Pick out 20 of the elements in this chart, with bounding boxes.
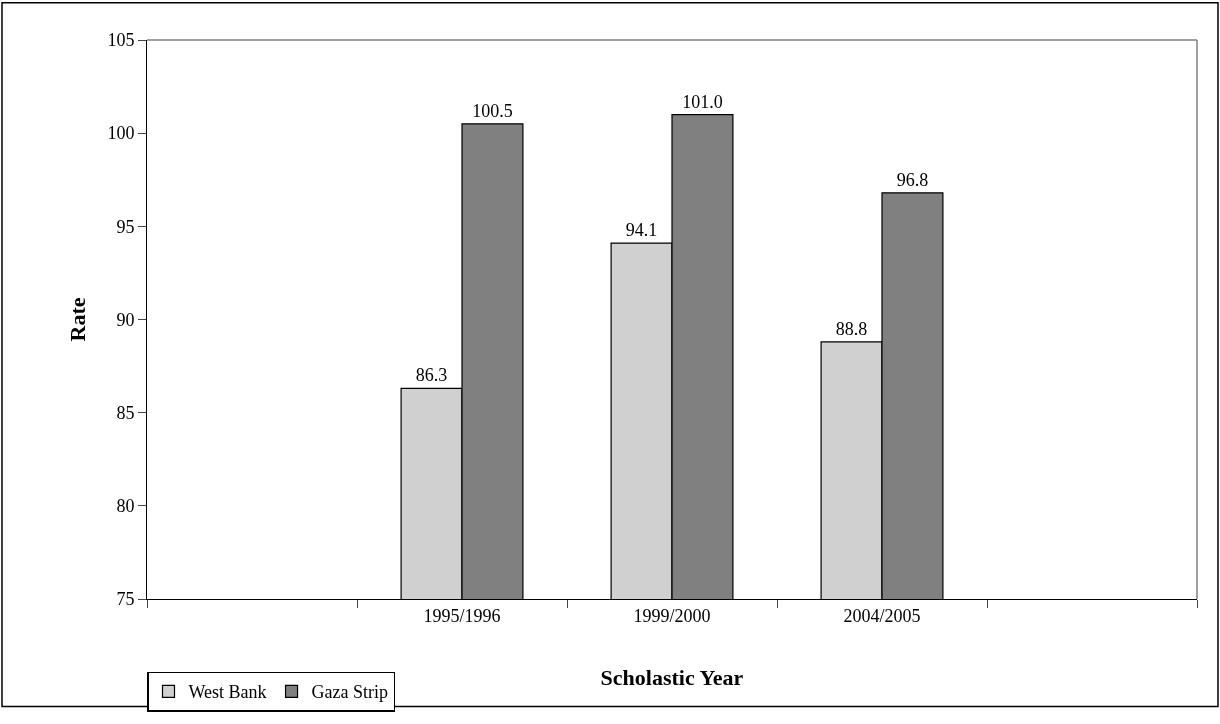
text: 96.8 [896, 169, 929, 190]
x-tick-label: 1995/1996 [423, 605, 501, 626]
y-tick-label: 105 [107, 30, 135, 51]
text: 101.0 [682, 91, 723, 112]
y-tick-label: 100 [107, 123, 135, 144]
y-tick-label: 85 [116, 402, 135, 423]
y-tick-label: 95 [116, 216, 135, 237]
text: 88.8 [835, 318, 868, 339]
text: 86.3 [415, 365, 448, 386]
y-tick-label: 80 [116, 496, 135, 517]
text: 100.5 [472, 100, 513, 121]
legend-label: West Bank [188, 682, 267, 703]
y-tick-label: 90 [116, 309, 135, 330]
text: 94.1 [625, 220, 658, 241]
legend-label: Gaza Strip [311, 682, 389, 703]
x-tick-label: 2004/2005 [843, 605, 921, 626]
y-tick-label: 75 [116, 589, 135, 610]
x-tick-label: 1999/2000 [633, 605, 711, 626]
x-axis-title: Scholastic Year [600, 665, 744, 691]
y-axis-title: Rate [65, 297, 91, 342]
